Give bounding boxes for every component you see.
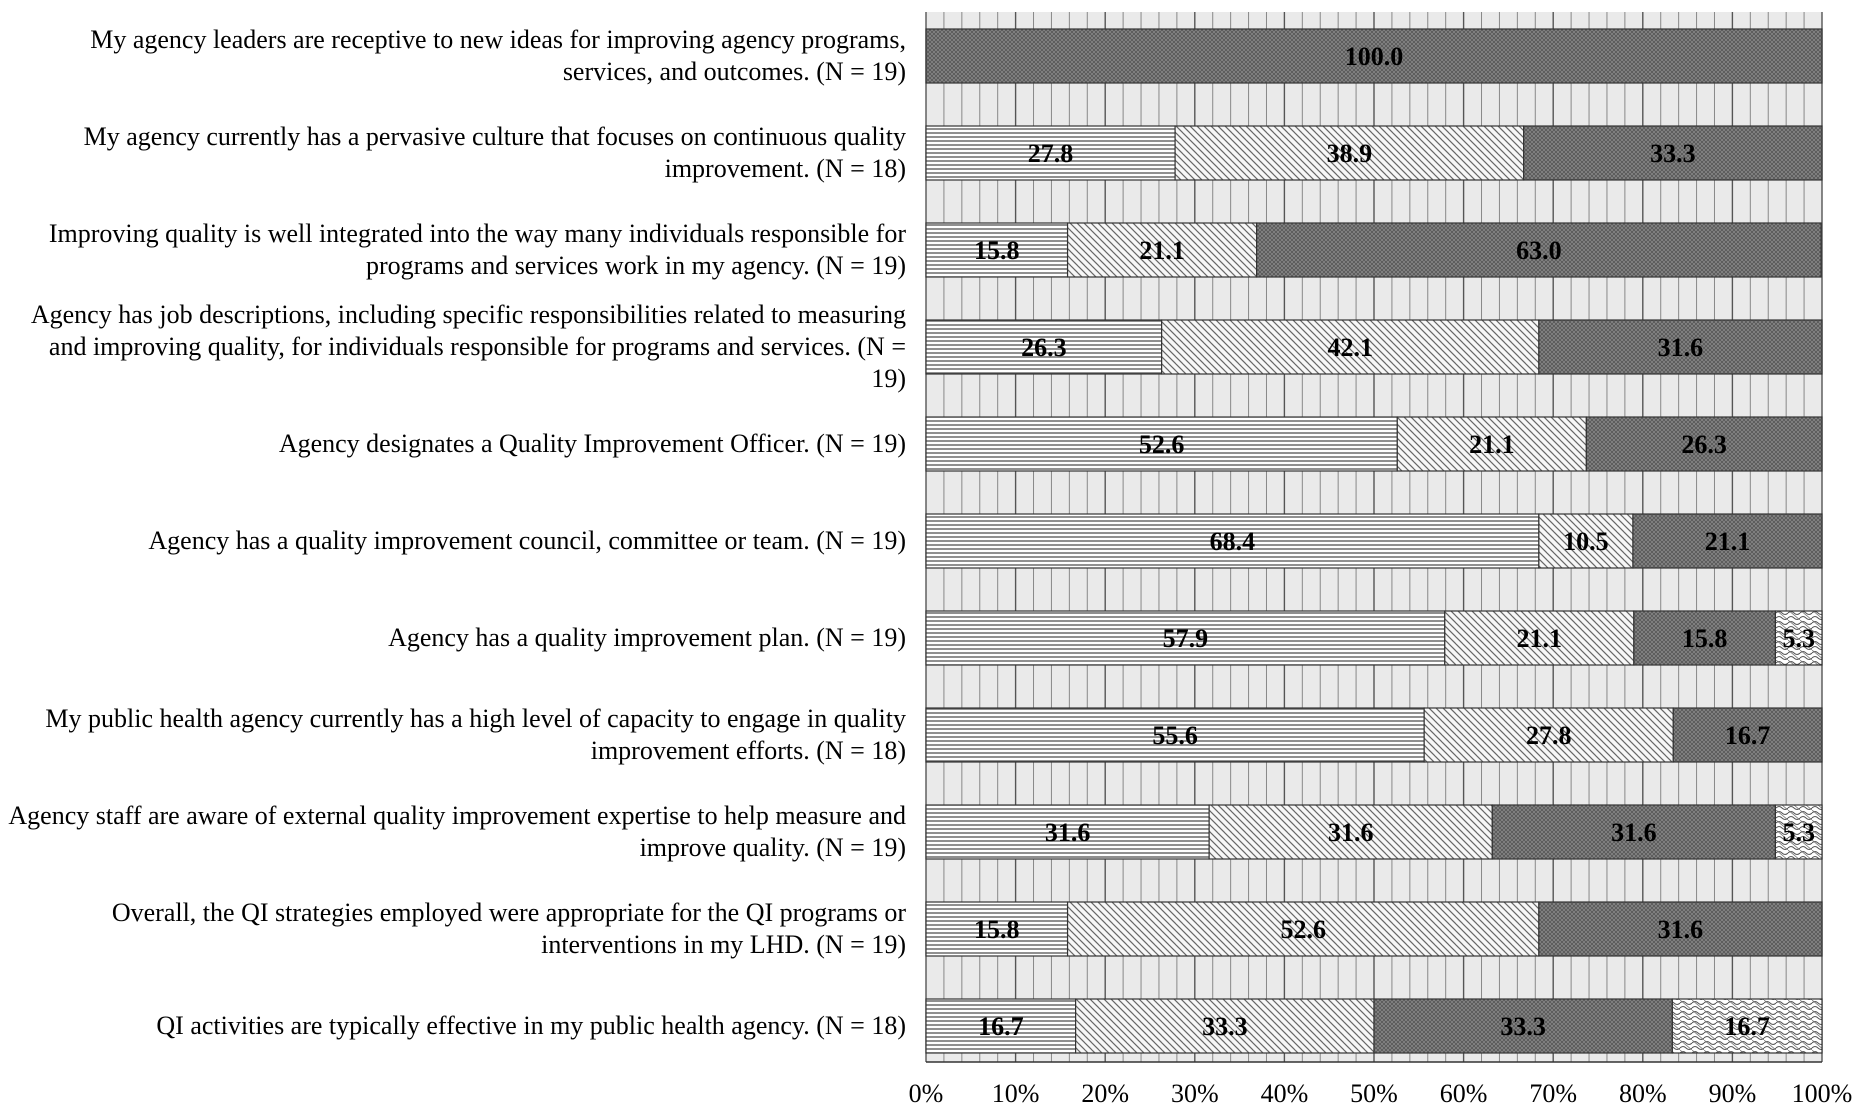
bar-value-label: 27.8 xyxy=(1028,139,1074,168)
category-label: My public health agency currently has a … xyxy=(45,704,906,765)
bar-value-label: 33.3 xyxy=(1650,139,1696,168)
category-label: My agency leaders are receptive to new i… xyxy=(90,25,906,86)
category-label: Agency has job descriptions, including s… xyxy=(30,300,906,393)
bar-value-label: 31.6 xyxy=(1611,818,1657,847)
bar-value-label: 5.3 xyxy=(1782,624,1815,653)
bar-segment xyxy=(1672,707,1823,763)
bar-segment xyxy=(1161,319,1540,375)
bar-value-label: 15.8 xyxy=(1682,624,1728,653)
bar-segment xyxy=(1491,804,1777,860)
bar-segment xyxy=(1585,416,1823,472)
category-label: Agency has a quality improvement plan. (… xyxy=(388,623,906,652)
bar-segment xyxy=(1066,222,1258,278)
x-tick-label: 20% xyxy=(1081,1079,1129,1108)
bar-value-label: 16.7 xyxy=(1725,721,1771,750)
x-tick-label: 60% xyxy=(1440,1079,1488,1108)
x-tick-label: 40% xyxy=(1261,1079,1309,1108)
bar-segment xyxy=(925,319,1163,375)
bar-value-label: 27.8 xyxy=(1526,721,1572,750)
category-label: Improving quality is well integrated int… xyxy=(48,219,906,280)
x-tick-label: 80% xyxy=(1619,1079,1667,1108)
bar-value-label: 21.1 xyxy=(1517,624,1563,653)
bar-value-label: 21.1 xyxy=(1705,527,1751,556)
bar-value-label: 55.6 xyxy=(1152,721,1198,750)
bar-value-label: 21.1 xyxy=(1139,236,1185,265)
bar-value-label: 15.8 xyxy=(974,236,1020,265)
bar-value-label: 42.1 xyxy=(1328,333,1374,362)
x-tick-label: 10% xyxy=(992,1079,1040,1108)
bar-segment xyxy=(925,222,1069,278)
bar-value-label: 31.6 xyxy=(1045,818,1091,847)
bar-value-label: 38.9 xyxy=(1327,139,1373,168)
bar-value-label: 5.3 xyxy=(1782,818,1815,847)
bar-value-label: 16.7 xyxy=(1724,1012,1770,1041)
bar-segment xyxy=(925,610,1446,666)
bar-value-label: 100.0 xyxy=(1345,42,1404,71)
category-label: Agency has a quality improvement council… xyxy=(148,526,906,555)
bar-segment xyxy=(1774,610,1823,666)
bar-value-label: 57.9 xyxy=(1163,624,1209,653)
bar-segment xyxy=(1633,610,1777,666)
bar-segment xyxy=(1538,319,1823,375)
bar-value-label: 68.4 xyxy=(1210,527,1256,556)
category-label: Agency staff are aware of external quali… xyxy=(8,801,906,862)
bar-segment xyxy=(1423,707,1674,763)
bar-segment xyxy=(1373,998,1673,1054)
bar-value-label: 52.6 xyxy=(1139,430,1185,459)
bar-value-label: 31.6 xyxy=(1658,333,1704,362)
category-label: My agency currently has a pervasive cult… xyxy=(83,122,906,183)
x-tick-label: 0% xyxy=(909,1079,944,1108)
category-label: Overall, the QI strategies employed were… xyxy=(111,898,906,959)
bar-segment xyxy=(1538,901,1823,957)
x-tick-label: 100% xyxy=(1792,1079,1853,1108)
bar-value-label: 21.1 xyxy=(1469,430,1515,459)
bar-value-label: 26.3 xyxy=(1681,430,1727,459)
x-tick-label: 50% xyxy=(1350,1079,1398,1108)
bar-value-label: 63.0 xyxy=(1516,236,1562,265)
bar-value-label: 15.8 xyxy=(974,915,1020,944)
bar-segment xyxy=(1208,804,1493,860)
x-tick-label: 90% xyxy=(1709,1079,1757,1108)
bar-segment xyxy=(925,998,1077,1054)
bar-segment xyxy=(925,125,1176,181)
bar-value-label: 31.6 xyxy=(1328,818,1374,847)
bar-segment xyxy=(1256,222,1822,278)
bar-value-label: 33.3 xyxy=(1202,1012,1248,1041)
bar-value-label: 52.6 xyxy=(1280,915,1326,944)
category-label: Agency designates a Quality Improvement … xyxy=(278,429,906,458)
bar-segment xyxy=(925,513,1540,569)
bar-segment xyxy=(1774,804,1823,860)
bar-value-label: 10.5 xyxy=(1563,527,1609,556)
bar-value-label: 16.7 xyxy=(978,1012,1024,1041)
bar-segment xyxy=(1066,901,1540,957)
bar-segment xyxy=(1174,125,1525,181)
x-tick-label: 70% xyxy=(1529,1079,1577,1108)
bar-segment xyxy=(1671,998,1823,1054)
bar-segment xyxy=(925,28,1823,84)
x-tick-label: 30% xyxy=(1171,1079,1219,1108)
bar-segment xyxy=(1632,513,1823,569)
bar-segment xyxy=(925,707,1425,763)
bar-segment xyxy=(1444,610,1635,666)
bar-segment xyxy=(925,804,1210,860)
bar-value-label: 33.3 xyxy=(1500,1012,1546,1041)
bar-segment xyxy=(1523,125,1823,181)
bar-segment xyxy=(1538,513,1634,569)
bar-value-label: 31.6 xyxy=(1658,915,1704,944)
bar-value-label: 26.3 xyxy=(1021,333,1067,362)
category-label: QI activities are typically effective in… xyxy=(156,1011,906,1040)
bar-segment xyxy=(925,416,1398,472)
